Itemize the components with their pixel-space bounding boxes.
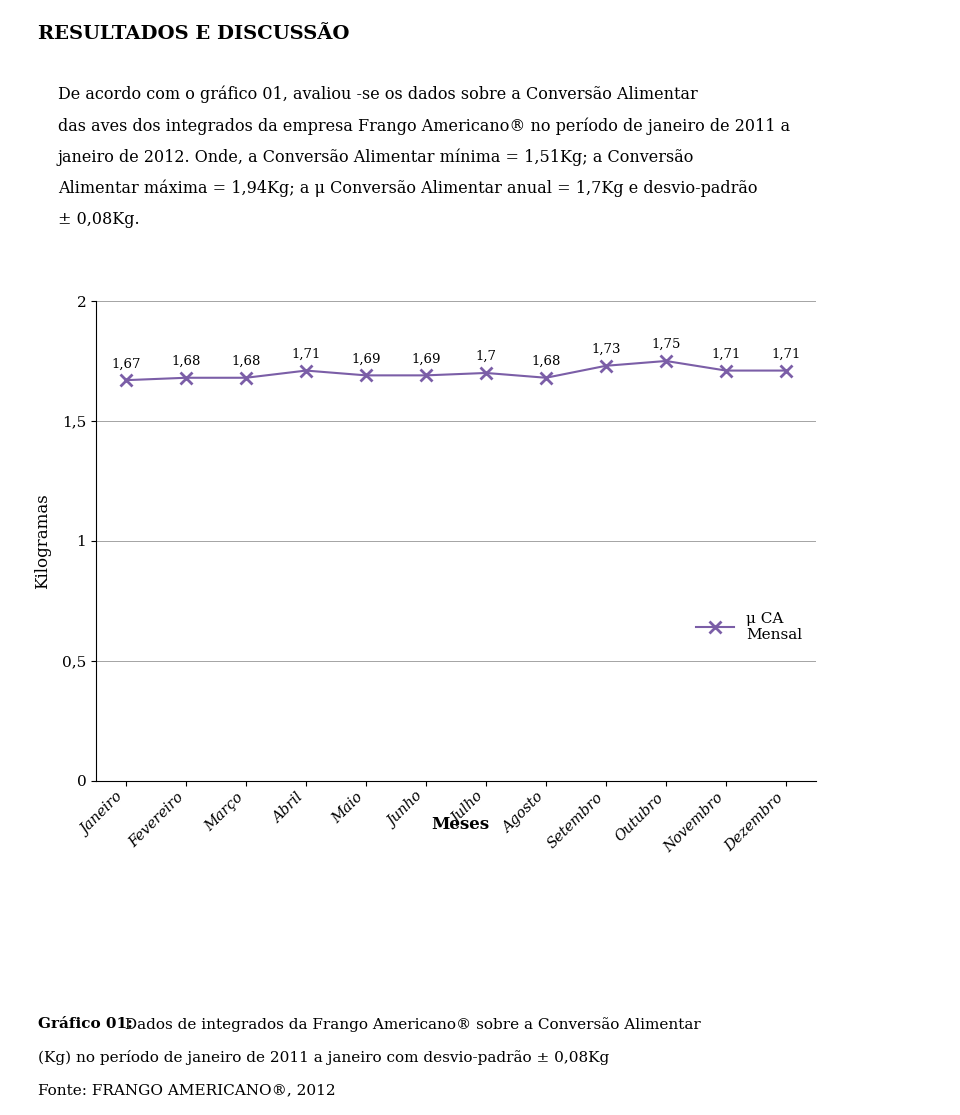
Text: 1,68: 1,68 (531, 355, 561, 368)
Text: 1,71: 1,71 (291, 348, 321, 361)
Text: 1,71: 1,71 (711, 348, 741, 361)
Text: Gráfico 01:: Gráfico 01: (38, 1017, 133, 1031)
Legend: μ CA
Mensal: μ CA Mensal (689, 605, 808, 648)
Text: Meses: Meses (432, 816, 490, 833)
Text: 1,68: 1,68 (171, 355, 201, 368)
Text: 1,75: 1,75 (651, 338, 681, 351)
Text: 1,71: 1,71 (771, 348, 801, 361)
Text: De acordo com o gráfico 01, avaliou -se os dados sobre a Conversão Alimentar: De acordo com o gráfico 01, avaliou -se … (58, 86, 697, 104)
Text: 1,69: 1,69 (411, 352, 441, 366)
Text: 1,7: 1,7 (475, 350, 496, 363)
Text: ± 0,08Kg.: ± 0,08Kg. (58, 211, 139, 227)
Text: Alimentar máxima = 1,94Kg; a μ Conversão Alimentar anual = 1,7Kg e desvio-padrão: Alimentar máxima = 1,94Kg; a μ Conversão… (58, 180, 757, 197)
Text: das aves dos integrados da empresa Frango Americano® no período de janeiro de 20: das aves dos integrados da empresa Frang… (58, 117, 790, 135)
Text: 1,73: 1,73 (591, 343, 621, 356)
Text: 1,67: 1,67 (111, 358, 141, 370)
Text: 1,68: 1,68 (231, 355, 261, 368)
Text: RESULTADOS E DISCUSSÃO: RESULTADOS E DISCUSSÃO (38, 25, 349, 42)
Text: 1,69: 1,69 (351, 352, 381, 366)
Text: (Kg) no período de janeiro de 2011 a janeiro com desvio-padrão ± 0,08Kg: (Kg) no período de janeiro de 2011 a jan… (38, 1050, 610, 1065)
Text: janeiro de 2012. Onde, a Conversão Alimentar mínima = 1,51Kg; a Conversão: janeiro de 2012. Onde, a Conversão Alime… (58, 148, 694, 166)
Y-axis label: Kilogramas: Kilogramas (34, 493, 51, 589)
Text: Dados de integrados da Frango Americano® sobre a Conversão Alimentar: Dados de integrados da Frango Americano®… (120, 1017, 701, 1031)
Text: Fonte: FRANGO AMERICANO®, 2012: Fonte: FRANGO AMERICANO®, 2012 (38, 1084, 336, 1098)
